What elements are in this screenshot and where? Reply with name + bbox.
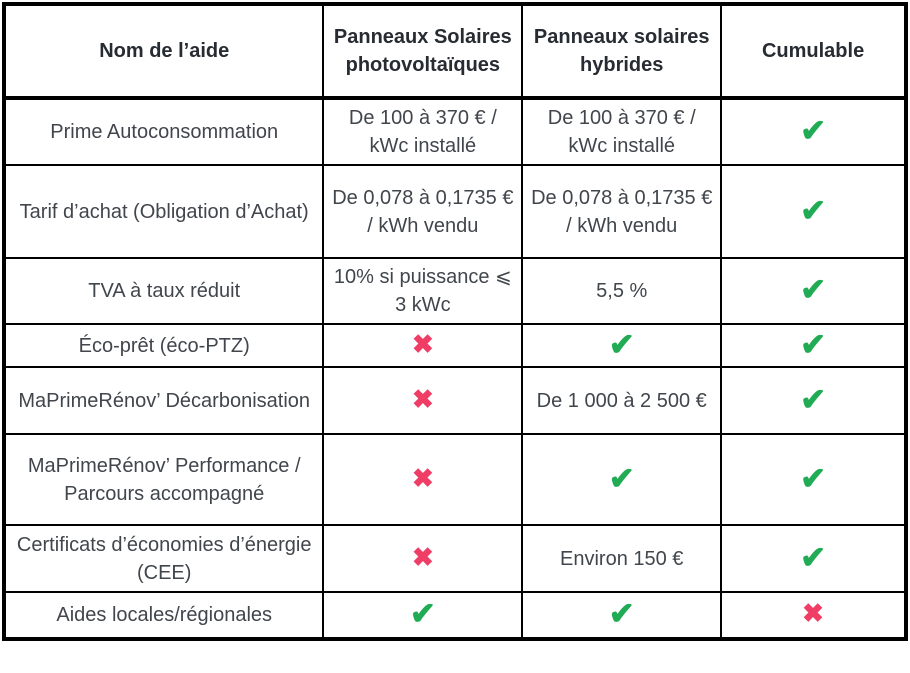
cell-hybride: De 100 à 370 € / kWc installé — [521, 97, 723, 166]
cross-icon: ✖ — [411, 328, 434, 359]
table-row: Éco-prêt (éco-PTZ) ✖ ✔ ✔ — [2, 323, 907, 368]
check-icon: ✔ — [800, 539, 827, 575]
aide-name-cell: Tarif d’achat (Obligation d’Achat) — [2, 164, 325, 259]
column-header-aide: Nom de l’aide — [2, 3, 325, 100]
check-icon: ✔ — [800, 326, 827, 362]
cell-hybride: ✔ — [521, 323, 723, 368]
check-icon: ✔ — [608, 596, 635, 631]
aides-comparison-table: Nom de l’aide Panneaux Solaires photovolt… — [2, 2, 908, 641]
aide-name-cell: Éco-prêt (éco-PTZ) — [2, 323, 325, 368]
cross-icon: ✖ — [411, 541, 434, 572]
aide-name-cell: MaPrimeRénov’ Performance / Parcours acc… — [2, 433, 325, 526]
cell-photovoltaique: ✖ — [322, 366, 524, 435]
cell-cumulable: ✔ — [720, 97, 907, 166]
aide-name-cell: Aides locales/régionales — [2, 591, 325, 640]
cell-photovoltaique: ✖ — [322, 524, 524, 593]
table-body: Prime Autoconsommation De 100 à 370 € / k… — [2, 97, 907, 640]
cell-cumulable: ✔ — [720, 164, 907, 259]
check-icon: ✔ — [800, 460, 827, 496]
cross-icon: ✖ — [411, 383, 434, 414]
aide-name-cell: TVA à taux réduit — [2, 257, 325, 325]
cell-photovoltaique: ✖ — [322, 433, 524, 526]
table-row: Tarif d’achat (Obligation d’Achat) De 0,0… — [2, 164, 907, 259]
cell-photovoltaique: ✔ — [322, 591, 524, 640]
aides-table-container: Nom de l’aide Panneaux Solaires photovolt… — [2, 2, 908, 641]
check-icon: ✔ — [800, 113, 827, 148]
cell-photovoltaique: ✖ — [322, 323, 524, 368]
cell-hybride: De 0,078 à 0,1735 € / kWh vendu — [521, 164, 723, 259]
column-header-cumulable: Cumulable — [720, 3, 907, 100]
cell-cumulable: ✔ — [720, 257, 907, 325]
cell-hybride: 5,5 % — [521, 257, 723, 325]
cell-cumulable: ✔ — [720, 433, 907, 526]
cell-hybride: Environ 150 € — [521, 524, 723, 593]
check-icon: ✔ — [608, 460, 635, 496]
table-row: MaPrimeRénov’ Décarbonisation ✖ De 1 000 à… — [2, 366, 907, 435]
cell-cumulable: ✔ — [720, 524, 907, 593]
check-icon: ✔ — [409, 596, 436, 631]
check-icon: ✔ — [608, 326, 635, 362]
column-header-photovoltaique: Panneaux Solaires photovoltaïques — [322, 3, 524, 100]
check-icon: ✔ — [800, 381, 827, 417]
aide-name-cell: MaPrimeRénov’ Décarbonisation — [2, 366, 325, 435]
header-row: Nom de l’aide Panneaux Solaires photovolt… — [2, 3, 907, 100]
cell-photovoltaique: De 100 à 370 € / kWc installé — [322, 97, 524, 166]
aide-name-cell: Prime Autoconsommation — [2, 97, 325, 166]
cell-hybride: ✔ — [521, 433, 723, 526]
table-row: TVA à taux réduit 10% si puissance ⩽ 3 kW… — [2, 257, 907, 325]
table-row: MaPrimeRénov’ Performance / Parcours acc… — [2, 433, 907, 526]
cell-cumulable: ✔ — [720, 366, 907, 435]
cell-photovoltaique: 10% si puissance ⩽ 3 kWc — [322, 257, 524, 325]
aide-name-cell: Certificats d’économies d’énergie (CEE) — [2, 524, 325, 593]
cell-cumulable: ✖ — [720, 591, 907, 640]
table-row: Aides locales/régionales ✔ ✔ ✖ — [2, 591, 907, 640]
cell-photovoltaique: De 0,078 à 0,1735 € / kWh vendu — [322, 164, 524, 259]
cell-hybride: ✔ — [521, 591, 723, 640]
column-header-hybride: Panneaux solaires hybrides — [521, 3, 723, 100]
check-icon: ✔ — [800, 272, 827, 307]
cross-icon: ✖ — [411, 462, 434, 493]
cell-cumulable: ✔ — [720, 323, 907, 368]
cross-icon: ✖ — [802, 598, 824, 628]
table-row: Prime Autoconsommation De 100 à 370 € / k… — [2, 97, 907, 166]
table-row: Certificats d’économies d’énergie (CEE) ✖… — [2, 524, 907, 593]
check-icon: ✔ — [800, 192, 827, 228]
cell-hybride: De 1 000 à 2 500 € — [521, 366, 723, 435]
